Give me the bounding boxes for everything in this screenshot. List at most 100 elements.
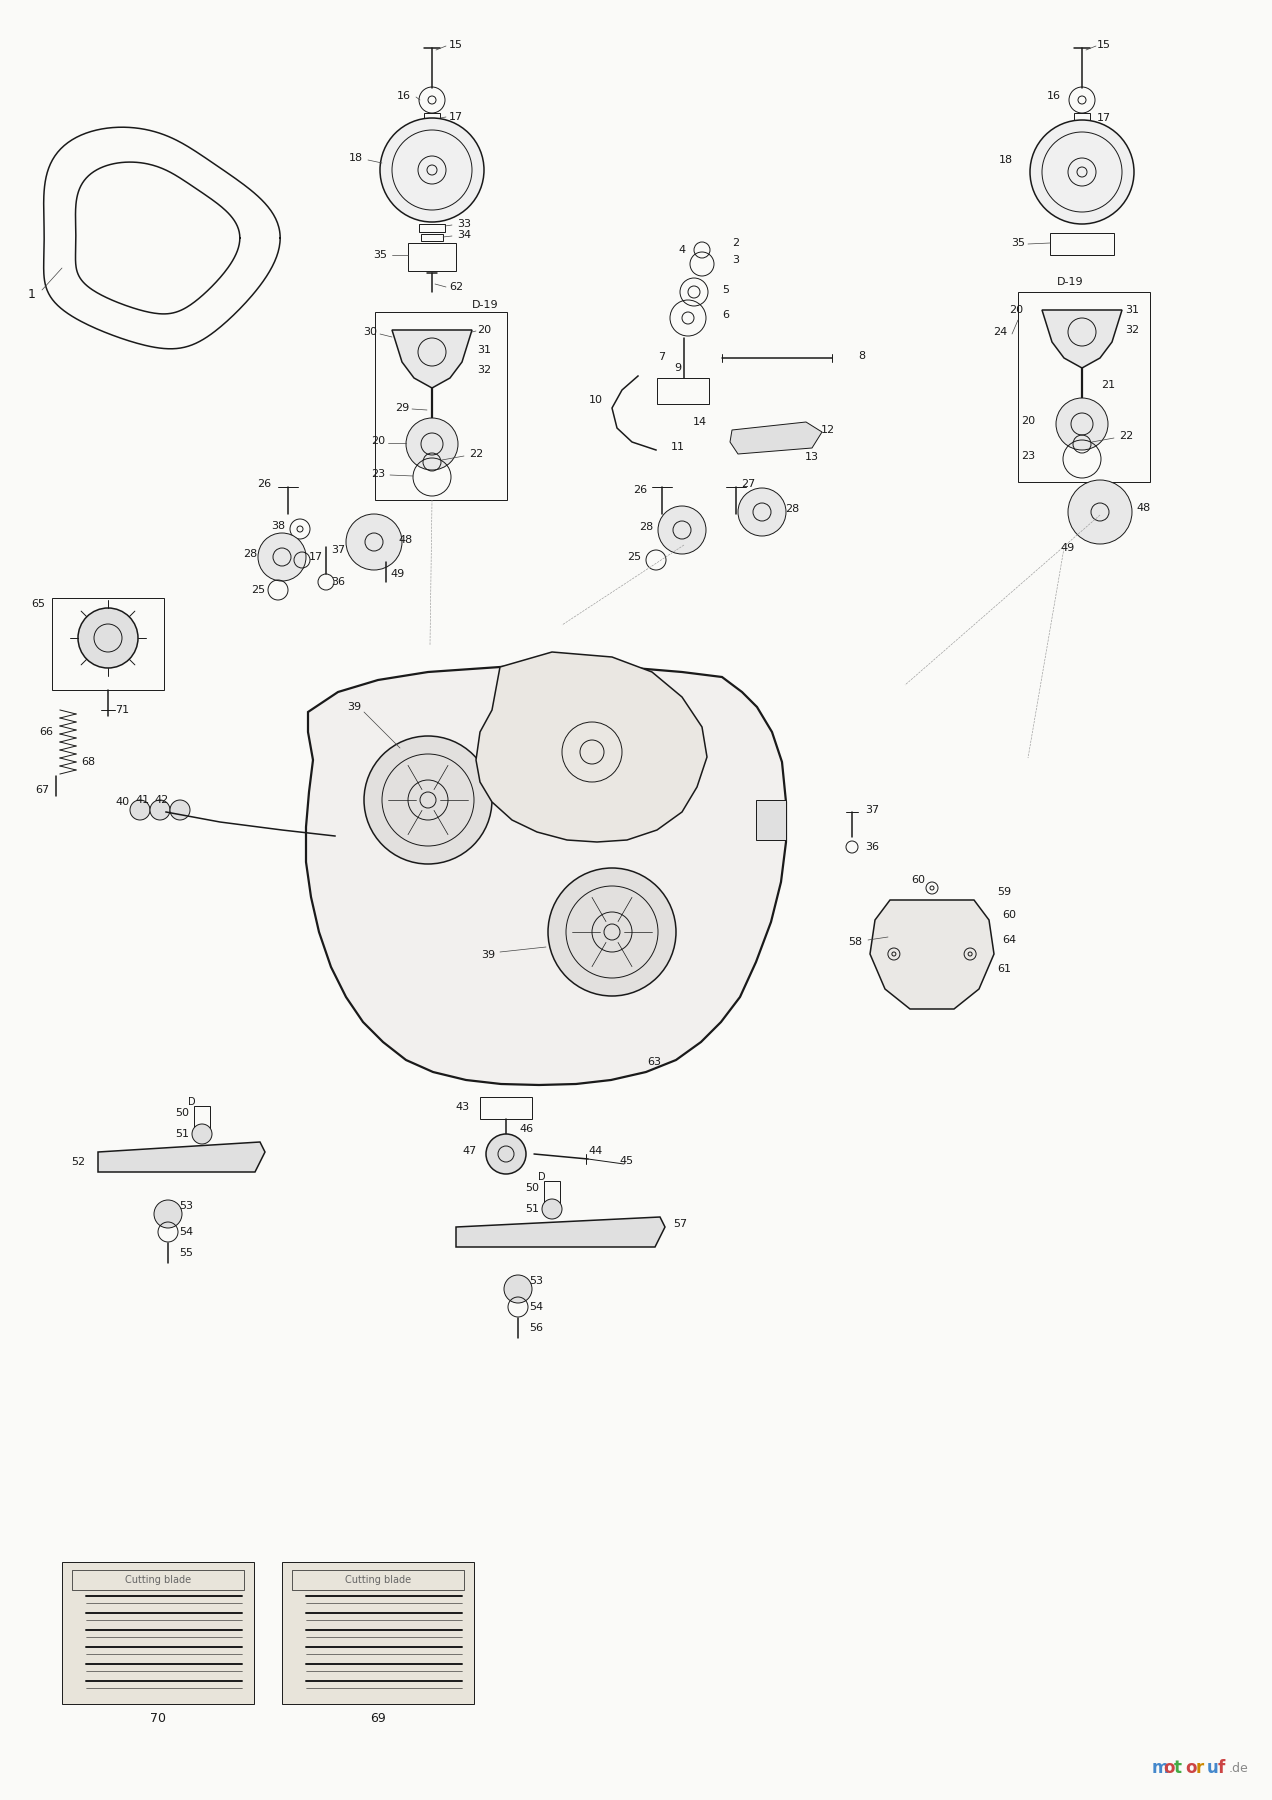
Circle shape — [542, 1199, 562, 1219]
Text: 42: 42 — [155, 796, 169, 805]
Text: 35: 35 — [1011, 238, 1025, 248]
Polygon shape — [870, 900, 993, 1010]
Text: 29: 29 — [394, 403, 410, 412]
Text: 21: 21 — [1102, 380, 1116, 391]
Text: 16: 16 — [1047, 92, 1061, 101]
Text: 20: 20 — [477, 326, 491, 335]
Text: 26: 26 — [257, 479, 271, 490]
Bar — [408, 243, 455, 272]
Text: 63: 63 — [647, 1057, 661, 1067]
Bar — [418, 223, 445, 232]
Polygon shape — [476, 652, 707, 842]
Text: 58: 58 — [848, 938, 862, 947]
Text: 17: 17 — [1096, 113, 1110, 122]
Text: 49: 49 — [1061, 544, 1075, 553]
Text: 2: 2 — [733, 238, 739, 248]
Text: 48: 48 — [1137, 502, 1151, 513]
Bar — [375, 311, 508, 500]
Text: 37: 37 — [331, 545, 345, 554]
Text: 32: 32 — [1124, 326, 1138, 335]
Text: D-19: D-19 — [1057, 277, 1084, 286]
Text: 22: 22 — [1119, 430, 1133, 441]
Text: 10: 10 — [589, 394, 603, 405]
Text: 31: 31 — [477, 346, 491, 355]
Bar — [1018, 292, 1150, 482]
Text: 65: 65 — [31, 599, 45, 608]
Text: 64: 64 — [1002, 934, 1016, 945]
Text: 6: 6 — [722, 310, 730, 320]
Bar — [52, 598, 164, 689]
Text: 53: 53 — [529, 1276, 543, 1285]
Text: 38: 38 — [271, 520, 285, 531]
Text: r: r — [1196, 1759, 1205, 1777]
Text: D: D — [538, 1172, 546, 1183]
Circle shape — [258, 533, 307, 581]
Bar — [282, 1562, 474, 1705]
Text: 28: 28 — [243, 549, 257, 560]
Text: 51: 51 — [525, 1204, 539, 1213]
Text: f: f — [1219, 1759, 1225, 1777]
Text: Cutting blade: Cutting blade — [345, 1575, 411, 1586]
Text: 46: 46 — [519, 1123, 533, 1134]
Text: 70: 70 — [150, 1712, 167, 1726]
Bar — [421, 234, 443, 241]
Text: 60: 60 — [1002, 911, 1016, 920]
Text: 30: 30 — [363, 328, 377, 337]
Circle shape — [486, 1134, 527, 1174]
Text: u: u — [1207, 1759, 1219, 1777]
Circle shape — [380, 119, 485, 221]
Text: 50: 50 — [525, 1183, 539, 1193]
Text: 52: 52 — [71, 1157, 85, 1166]
Text: 23: 23 — [1021, 452, 1035, 461]
Bar — [544, 1181, 560, 1202]
Text: 27: 27 — [740, 479, 756, 490]
Text: 25: 25 — [627, 553, 641, 562]
Bar — [658, 378, 709, 403]
Text: 20: 20 — [371, 436, 385, 446]
Text: 13: 13 — [805, 452, 819, 463]
Text: 43: 43 — [455, 1102, 469, 1112]
Text: 26: 26 — [633, 484, 647, 495]
Text: 57: 57 — [673, 1219, 687, 1229]
Text: 7: 7 — [659, 353, 665, 362]
Text: 68: 68 — [81, 758, 95, 767]
Text: 33: 33 — [457, 220, 471, 229]
Text: 17: 17 — [309, 553, 323, 562]
Text: 20: 20 — [1021, 416, 1035, 427]
Bar — [62, 1562, 254, 1705]
Circle shape — [364, 736, 492, 864]
Text: 48: 48 — [399, 535, 413, 545]
Text: 54: 54 — [529, 1301, 543, 1312]
Text: 69: 69 — [370, 1712, 385, 1726]
Bar — [195, 1105, 210, 1129]
Text: 12: 12 — [820, 425, 834, 436]
Text: 9: 9 — [674, 364, 682, 373]
Bar — [480, 1096, 532, 1120]
Text: m: m — [1152, 1759, 1169, 1777]
Polygon shape — [455, 1217, 665, 1247]
Text: 35: 35 — [373, 250, 387, 259]
Circle shape — [1030, 121, 1135, 223]
Text: 17: 17 — [449, 112, 463, 122]
Text: 45: 45 — [619, 1156, 633, 1166]
Text: 56: 56 — [529, 1323, 543, 1334]
Text: 32: 32 — [477, 365, 491, 374]
Text: o: o — [1186, 1759, 1197, 1777]
Circle shape — [170, 799, 190, 821]
Circle shape — [658, 506, 706, 554]
Bar — [73, 1570, 244, 1589]
Polygon shape — [730, 421, 822, 454]
Bar — [424, 113, 440, 122]
Polygon shape — [1042, 310, 1122, 367]
Circle shape — [150, 799, 170, 821]
Text: o: o — [1163, 1759, 1174, 1777]
Bar — [1074, 113, 1090, 122]
Polygon shape — [307, 664, 786, 1085]
Text: 60: 60 — [911, 875, 925, 886]
Bar — [293, 1570, 464, 1589]
Text: 67: 67 — [34, 785, 50, 796]
Text: 55: 55 — [179, 1247, 193, 1258]
Text: D-19: D-19 — [472, 301, 499, 310]
Text: 44: 44 — [589, 1147, 603, 1156]
Text: 71: 71 — [114, 706, 128, 715]
